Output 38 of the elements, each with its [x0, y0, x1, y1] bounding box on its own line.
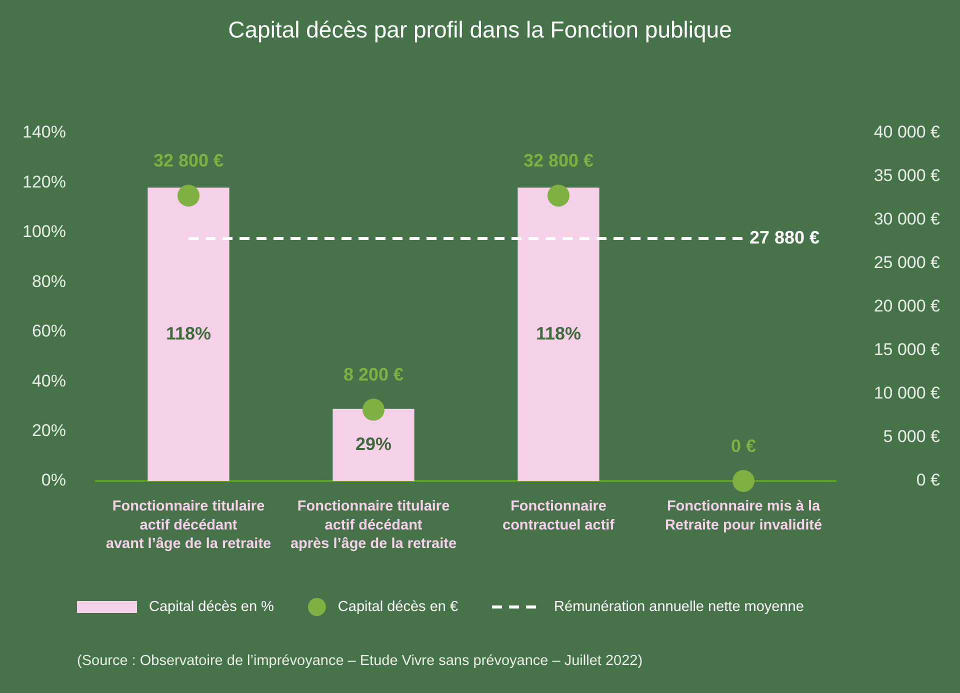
data-label: 8 200 €	[343, 364, 404, 385]
x-tick-label: Fonctionnaire contractuel actif	[502, 498, 615, 534]
data-label: 32 800 €	[153, 150, 224, 171]
text: (Source : Observatoire de l’imprévoyance – Etude Vivre sans prévoyance – Juillet 2022)	[77, 653, 643, 669]
y2-tick-label: 10 000 €	[874, 384, 941, 403]
chart-title: Capital décès par profil dans la Fonction publique	[228, 16, 732, 42]
data-label: 29%	[355, 434, 392, 454]
y2-tick-label: 35 000 €	[874, 166, 941, 186]
y-tick-label: 20%	[32, 420, 66, 440]
data-label: 27 880 €	[750, 227, 820, 248]
x-tick-label: Fonctionnaire titulaire actif décédant après l’âge de la retraite	[290, 498, 457, 552]
point	[362, 398, 384, 421]
y2-tick-label: 0 €	[916, 470, 941, 490]
legend-label: Rémunération annuelle nette moyenne	[554, 599, 804, 615]
y2-tick-label: 15 000 €	[874, 340, 941, 360]
data-label: 118%	[536, 323, 582, 344]
y-tick-label: 40%	[32, 371, 66, 390]
data-label: 32 800 €	[523, 150, 594, 171]
y-tick-label: 140%	[22, 122, 66, 142]
y2-tick-label: 25 000 €	[874, 253, 941, 272]
x-tick-label: Fonctionnaire titulaire actif décédant avant l’âge de la retraite	[106, 498, 272, 552]
y-tick-label: 120%	[22, 172, 66, 192]
legend-label: Capital décès en €	[338, 599, 458, 615]
x-tick-label: Fonctionnaire mis à la Retraite pour invalidité	[664, 498, 822, 534]
y-tick-label: 60%	[32, 322, 66, 341]
y-tick-label: 100%	[22, 222, 66, 242]
y-tick-label: 0%	[41, 470, 66, 490]
y2-tick-label: 5 000 €	[883, 427, 941, 446]
point	[732, 470, 754, 492]
point	[548, 184, 570, 207]
point	[178, 184, 200, 207]
data-label: 118%	[166, 323, 212, 344]
y2-tick-label: 40 000 €	[874, 122, 941, 142]
y-tick-label: 80%	[32, 272, 66, 291]
data-label: 0 €	[730, 436, 756, 456]
y2-tick-label: 20 000 €	[874, 296, 941, 316]
legend-label: Capital décès en %	[149, 599, 274, 615]
y2-tick-label: 30 000 €	[874, 210, 941, 229]
